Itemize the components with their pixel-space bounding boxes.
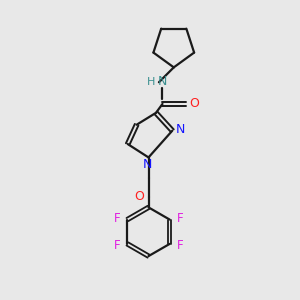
Text: F: F <box>177 239 183 252</box>
Text: N: N <box>158 75 167 88</box>
Text: O: O <box>134 190 144 203</box>
Text: N: N <box>143 158 152 171</box>
Text: F: F <box>177 212 183 225</box>
Text: N: N <box>176 123 185 136</box>
Text: O: O <box>189 97 199 110</box>
Text: H: H <box>146 76 155 87</box>
Text: F: F <box>114 239 120 252</box>
Text: F: F <box>114 212 120 225</box>
